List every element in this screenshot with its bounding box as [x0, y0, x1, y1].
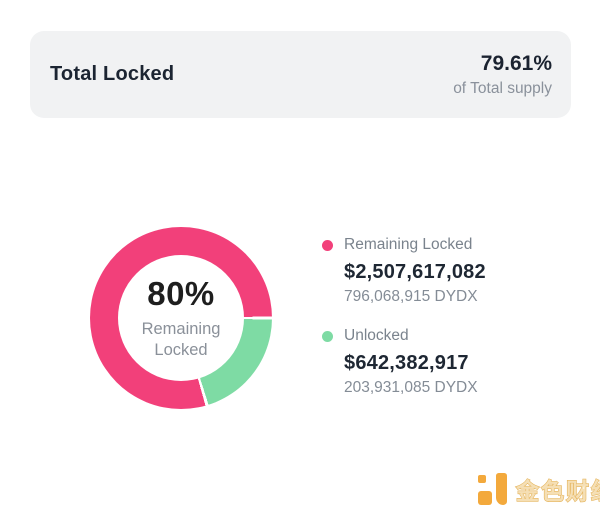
- donut-center-label-line2: Locked: [154, 341, 208, 359]
- total-locked-percent: 79.61%: [480, 51, 552, 75]
- legend-label: Unlocked: [344, 327, 409, 344]
- legend-row: Remaining Locked: [322, 236, 572, 254]
- card-title: Total Locked: [50, 63, 175, 85]
- legend-dot: [322, 239, 333, 251]
- legend-value-usd: $642,382,917: [344, 352, 469, 374]
- logo-block-bar: [496, 473, 507, 505]
- logo-block-small: [478, 475, 486, 483]
- logo-block-big: [478, 491, 492, 505]
- watermark-brand-text: 金色财经: [515, 477, 600, 504]
- donut-center-value: 80%: [147, 275, 215, 312]
- legend-value-tokens: 203,931,085 DYDX: [344, 379, 478, 396]
- legend-row: Unlocked: [322, 327, 572, 345]
- jinse-logo-icon: [478, 473, 507, 505]
- legend-label: Remaining Locked: [344, 236, 473, 253]
- legend-dot: [322, 330, 333, 342]
- total-supply-caption: of Total supply: [453, 79, 552, 97]
- donut-center-label-line1: Remaining: [141, 320, 221, 338]
- legend-item-unlocked[interactable]: Unlocked $642,382,917 203,931,085 DYDX: [322, 327, 572, 397]
- jinse-finance-watermark: 金色财经: [478, 472, 600, 506]
- legend-value-tokens: 796,068,915 DYDX: [344, 288, 478, 305]
- card-stats: 79.61% of Total supply: [453, 52, 552, 98]
- legend-item-remaining-locked[interactable]: Remaining Locked $2,507,617,082 796,068,…: [322, 236, 572, 306]
- total-locked-card: Total Locked 79.61% of Total supply: [30, 31, 571, 118]
- donut-center: 80% Remaining Locked: [118, 255, 244, 381]
- chart-legend: Remaining Locked $2,507,617,082 796,068,…: [322, 236, 572, 397]
- legend-value-usd: $2,507,617,082: [344, 261, 486, 283]
- donut-chart: 80% Remaining Locked: [90, 227, 272, 409]
